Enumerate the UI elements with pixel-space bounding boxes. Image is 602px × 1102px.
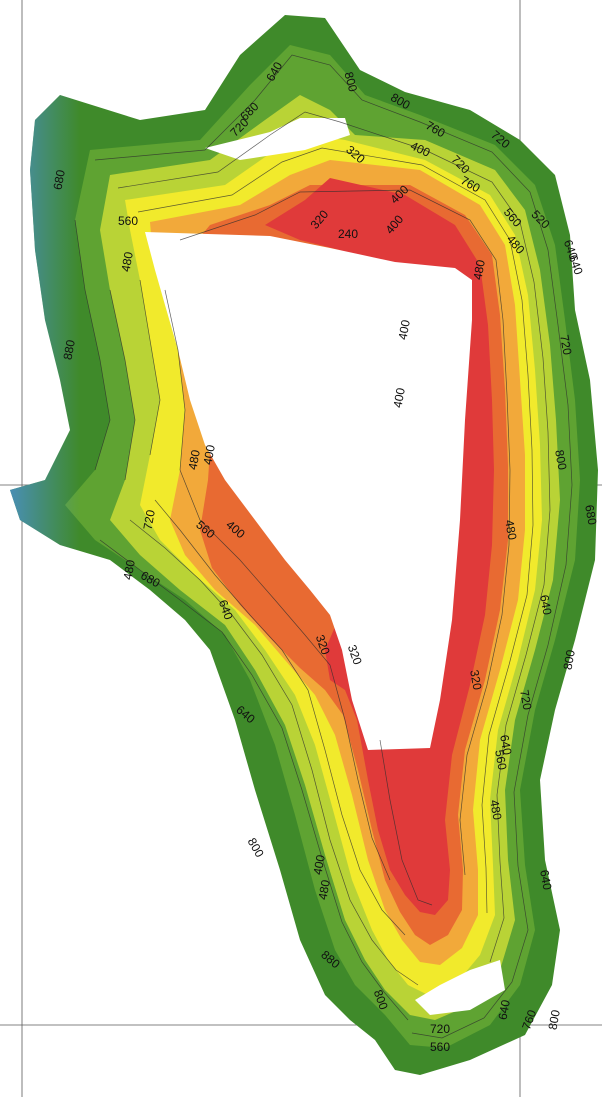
pit-void — [145, 232, 472, 750]
contour-elevation-label: 480 — [119, 250, 136, 272]
contour-elevation-label: 640 — [216, 598, 236, 622]
contour-elevation-label: 640 — [566, 253, 586, 277]
notch-bottom — [415, 960, 505, 1015]
contour-elevation-label: 480 — [121, 558, 138, 580]
contour-line — [117, 111, 551, 963]
contour-elevation-label: 320 — [313, 633, 333, 657]
contour-elevation-label: 720 — [141, 508, 158, 530]
contour-elevation-label: 320 — [345, 643, 365, 667]
contour-elevation-label: 480 — [186, 448, 203, 470]
contour-line — [109, 289, 136, 481]
blue-edge-fade — [10, 80, 80, 680]
contour-elevation-label: 680 — [51, 168, 68, 190]
contour-elevation-label: 640 — [537, 594, 554, 616]
contour-line — [179, 469, 391, 881]
contour-elevation-label: 800 — [371, 988, 391, 1012]
contour-elevation-label: 800 — [552, 449, 569, 471]
contour-elevation-label: 640 — [496, 998, 513, 1020]
contour-elevation-label: 400 — [311, 853, 328, 875]
contour-line — [179, 189, 511, 876]
contour-elevation-label: 880 — [61, 338, 78, 360]
contour-elevation-label: 640 — [561, 238, 581, 262]
contour-elevation-label: 800 — [245, 835, 267, 860]
contour-elevation-label: 480 — [502, 519, 519, 541]
contour-elevation-label: 560 — [118, 214, 138, 228]
contour-elevation-label: 800 — [341, 70, 360, 93]
contour-elevation-label: 640 — [537, 869, 554, 891]
contour-line — [129, 519, 419, 986]
contour-elevation-label: 680 — [582, 504, 599, 526]
contour-line — [379, 739, 433, 906]
contour-elevation-label: 800 — [561, 648, 578, 670]
contour-lines — [74, 54, 573, 1039]
contour-elevation-label: 760 — [519, 1008, 539, 1032]
contour-elevation-label: 800 — [546, 1008, 563, 1030]
contour-elevation-label: 720 — [557, 334, 574, 356]
contour-line — [154, 499, 406, 936]
contour-elevation-label: 720 — [517, 689, 534, 711]
contour-line — [99, 539, 409, 1021]
contour-elevation-label: 480 — [487, 799, 504, 821]
contour-line — [137, 147, 534, 914]
contour-elevation-label: 400 — [201, 443, 218, 465]
contour-line — [94, 54, 573, 1039]
contour-elevation-label: 640 — [497, 734, 514, 756]
contour-elevation-label: 320 — [467, 669, 484, 691]
contour-elevation-label: 560 — [430, 1040, 450, 1054]
contour-elevation-label: 720 — [430, 1022, 450, 1036]
contour-line — [164, 289, 186, 471]
contour-line — [74, 219, 111, 471]
contour-elevation-label: 400 — [391, 386, 408, 408]
contour-elevation-label: 480 — [316, 878, 333, 900]
notch-top — [205, 118, 350, 160]
contour-elevation-label: 400 — [396, 318, 413, 340]
contour-elevation-label: 480 — [471, 258, 488, 280]
contour-elevation-label: 560 — [492, 749, 509, 771]
contour-elevation-label: 240 — [338, 227, 358, 241]
contour-line — [139, 279, 161, 456]
